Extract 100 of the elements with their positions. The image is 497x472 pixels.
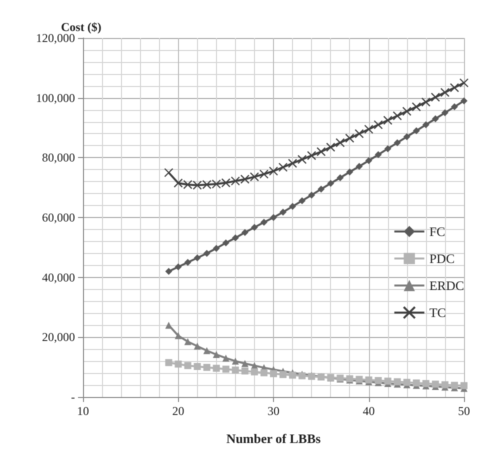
point [345,134,354,143]
point [384,145,392,152]
point [165,359,172,366]
y-tick-label: - [71,390,75,404]
point [308,192,316,199]
point [241,228,248,236]
legend-label: FC [429,224,446,239]
point [165,322,172,329]
point [260,218,268,226]
point [280,208,287,216]
y-tick-label: 20,000 [42,330,75,344]
point [241,367,248,374]
point [174,263,182,270]
point [450,382,458,389]
point [326,142,336,152]
point [221,178,230,188]
legend-label: PDC [429,251,455,266]
y-tick-label: 120,000 [36,31,75,45]
point [270,214,277,221]
point [222,354,230,362]
point [222,366,230,373]
point [174,178,183,188]
y-tick-label: 40,000 [42,270,75,284]
point [460,97,468,104]
y-tick-label: 100,000 [36,90,75,105]
point [440,88,450,98]
point [212,364,220,372]
point [250,368,258,376]
point [422,121,430,128]
point [174,332,182,340]
point [270,370,277,378]
point [289,372,296,379]
point [394,378,401,386]
point [232,358,239,365]
x-tick-label: 30 [268,404,280,418]
point [212,351,220,358]
point [297,154,307,164]
point [450,83,460,92]
point [280,371,287,378]
point [240,174,250,184]
y-tick-label: 60,000 [42,210,75,224]
x-tick-label: 40 [362,404,375,418]
point [165,268,172,275]
point [184,338,192,346]
point [184,258,192,266]
point [298,197,306,204]
point [174,360,182,368]
y-tick-label: 80,000 [42,150,75,165]
point [460,382,468,390]
point [394,139,401,146]
point [232,366,239,374]
point [403,378,410,386]
point [202,180,212,190]
point [316,147,326,156]
point [288,158,298,168]
point [203,364,210,371]
point [194,254,201,262]
point [459,78,469,88]
point [364,124,374,134]
point [268,166,278,176]
point [336,174,344,182]
point [374,120,383,130]
x-tick-label: 10 [77,404,89,418]
x-axis-title: Number of LBBs [226,431,321,446]
x-tick-label: 20 [172,404,184,418]
point [383,116,392,125]
point [365,157,372,164]
point [374,151,382,158]
legend-label: ERDC [429,278,464,293]
point [412,102,421,112]
point [260,369,268,376]
point [402,106,412,116]
point [230,176,240,186]
point [289,202,296,210]
point [412,127,420,134]
point [194,342,201,350]
point [184,362,192,370]
point [194,362,201,370]
point [212,179,221,189]
point [222,239,230,246]
point [250,224,258,231]
point [232,234,239,242]
point [432,115,439,122]
point [354,129,364,138]
point [384,378,392,385]
point [441,109,448,116]
point [203,250,210,257]
point [164,168,174,178]
point [192,180,202,190]
point [346,168,354,176]
point [392,111,402,120]
point [259,170,269,179]
point [336,138,345,148]
point [421,97,430,107]
point [307,150,316,160]
legend-label: TC [429,305,446,320]
point [412,379,420,386]
point [432,380,439,388]
point [430,92,440,102]
point [183,180,192,190]
